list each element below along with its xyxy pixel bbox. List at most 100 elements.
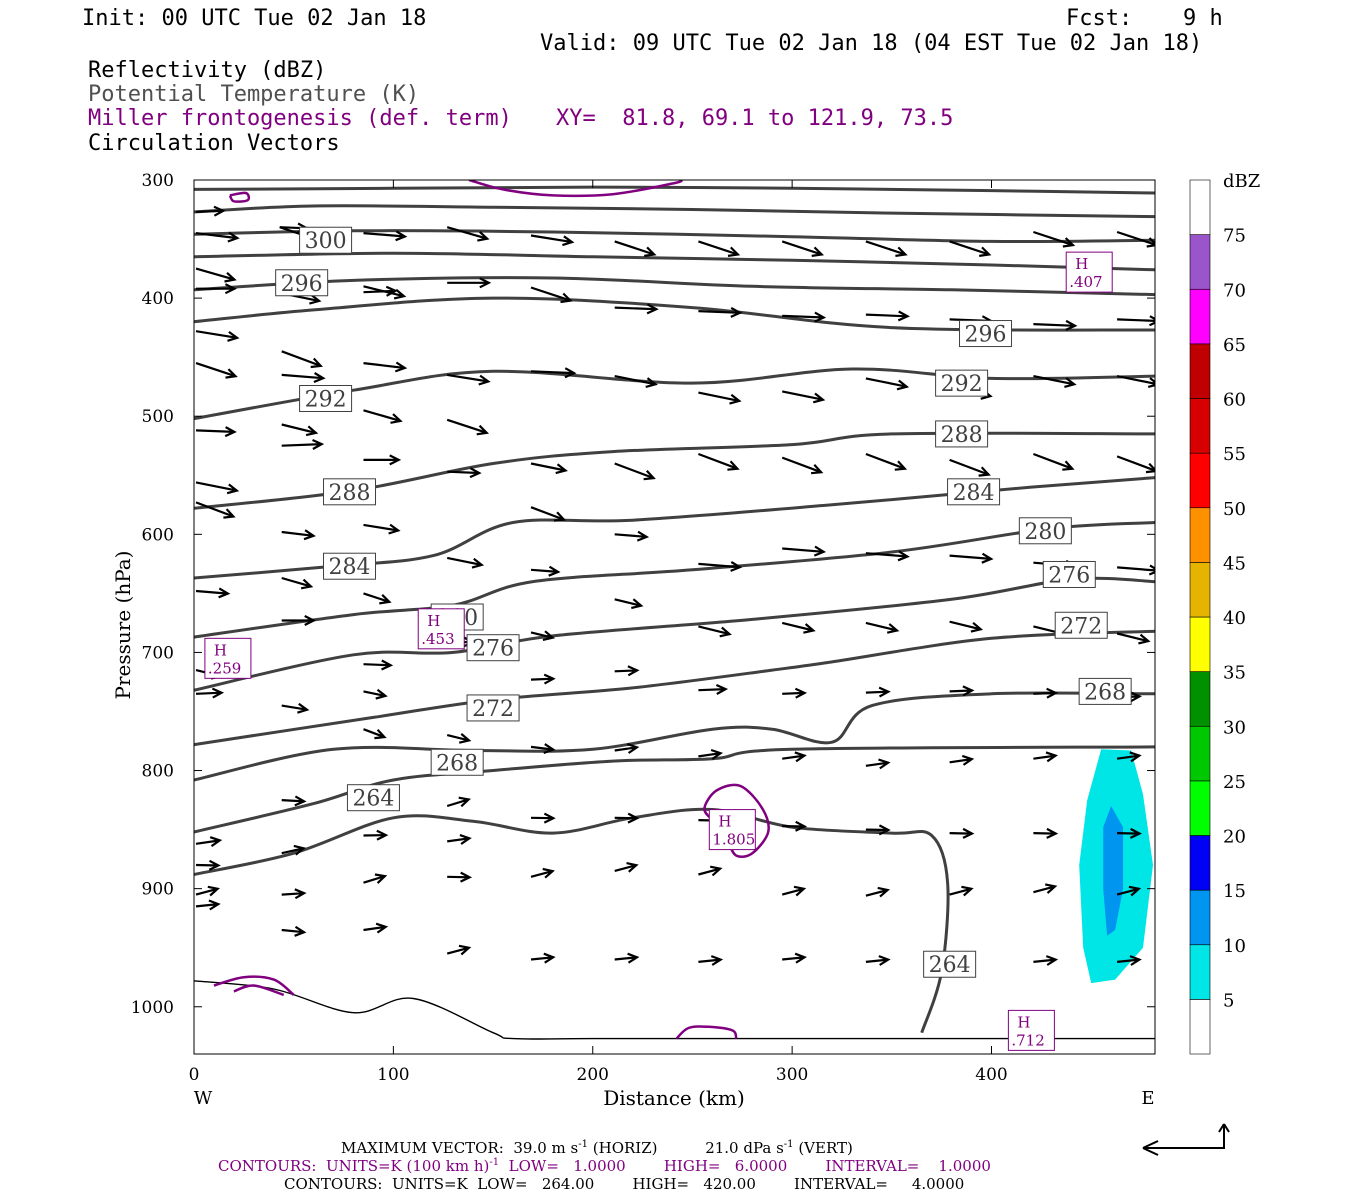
colorbar-swatch (1189, 616, 1211, 672)
circulation-vector (614, 665, 640, 677)
theta-label: 292 (941, 372, 983, 397)
theta-contour-line (194, 576, 1155, 692)
y-tick-label: 600 (142, 525, 174, 545)
valid-time: Valid: 09 UTC Tue 02 Jan 18 (04 EST Tue … (540, 31, 1203, 56)
max-vector-line: MAXIMUM VECTOR: 39.0 m s-1 (HORIZ) 21.0 … (341, 1140, 853, 1156)
circulation-vector (447, 871, 473, 883)
circulation-vector (195, 836, 223, 848)
colorbar-level-label: 45 (1223, 553, 1246, 574)
circulation-vector (949, 620, 984, 633)
colorbar-level-label: 15 (1223, 881, 1246, 902)
circulation-vector (281, 888, 307, 900)
colorbar-unit: dBZ (1223, 171, 1260, 192)
circulation-vector (1033, 230, 1076, 248)
frontogenesis-contour-info: CONTOURS: UNITS=K (100 km h)-1 LOW= 1.00… (218, 1158, 991, 1174)
circulation-vector (363, 454, 402, 466)
theta-contour-line (194, 185, 1155, 195)
y-tick-label: 300 (142, 171, 174, 191)
y-tick-label: 1000 (131, 998, 174, 1018)
frontogenesis-max-value: 1.805 (712, 831, 755, 849)
circulation-vector (281, 529, 316, 541)
colorbar-swatch (1189, 780, 1211, 836)
colorbar-swatch (1189, 343, 1211, 399)
theta-label-box (299, 385, 353, 412)
field-reflectivity: Reflectivity (dBZ) (88, 58, 327, 83)
reference-vector-icon (1142, 1123, 1230, 1156)
frontogenesis-contour-line (228, 191, 251, 203)
circulation-vector (1033, 883, 1058, 894)
colorbar-swatch (1189, 288, 1211, 345)
circulation-vector (281, 350, 323, 369)
theta-label-box (959, 320, 1013, 348)
theta-label-box (466, 634, 520, 662)
colorbar-swatch (1189, 452, 1211, 509)
circulation-vector (698, 683, 729, 695)
circulation-vector (1033, 751, 1059, 763)
frontogenesis-max-box (417, 608, 465, 650)
circulation-vector (530, 952, 556, 964)
theta-label-box (1042, 560, 1096, 588)
circulation-vector (1116, 955, 1142, 966)
circulation-vector (530, 367, 577, 379)
circulation-vector (865, 550, 910, 562)
colorbar-swatch (1189, 234, 1211, 290)
circulation-vector (698, 955, 724, 966)
fronto-range: LOW= 1.0000 HIGH= 6.0000 INTERVAL= 1.000… (499, 1157, 991, 1175)
circulation-vector (363, 523, 401, 535)
circulation-vector (1116, 375, 1155, 388)
y-tick-label: 800 (142, 762, 174, 782)
theta-contour-line (194, 276, 1155, 297)
colorbar-level-label: 10 (1223, 936, 1246, 957)
max-vector-label: MAXIMUM VECTOR: (341, 1139, 504, 1157)
frontogenesis-max-marker: H (214, 641, 227, 659)
circulation-vector (614, 462, 656, 481)
circulation-vector (614, 240, 657, 257)
circulation-vector (363, 361, 408, 373)
theta-label: 284 (329, 555, 371, 580)
colorbar-swatch (1189, 944, 1211, 1000)
circulation-vector (698, 452, 740, 471)
circulation-vector (530, 234, 575, 247)
colorbar-level-label: 20 (1223, 827, 1246, 848)
theta-contour-labels: 3002962962922922882882842842802802762762… (275, 226, 1132, 978)
circulation-vector (614, 303, 659, 315)
colorbar-swatch (1189, 507, 1211, 563)
reflectivity-colorbar: 5 10 15 20 25 30 35 40 45 50 55 60 65 70 75 (1189, 179, 1246, 1055)
circulation-vector (949, 685, 975, 697)
circulation-vector (1116, 632, 1151, 645)
circulation-vector (614, 862, 639, 873)
circulation-vector (781, 621, 816, 634)
circulation-vector (949, 754, 975, 766)
frontogenesis-max-value: .712 (1011, 1031, 1044, 1049)
fronto-units-exponent: -1 (489, 1157, 500, 1168)
circulation-vector (949, 458, 991, 477)
colorbar-level-label: 5 (1223, 990, 1234, 1011)
circulation-vector (363, 285, 398, 297)
theta-contour-line (194, 629, 1155, 747)
max-horiz-value: 39.0 m s (513, 1139, 579, 1157)
theta-label-box (1054, 611, 1108, 639)
circulation-vector (363, 829, 389, 841)
frontogenesis-contour-line (213, 975, 295, 996)
theta-contour-line (194, 367, 1155, 421)
theta-label: 272 (1060, 614, 1102, 639)
circulation-vector (865, 452, 908, 471)
circulation-vector (949, 552, 994, 564)
circulation-vector (782, 311, 827, 323)
frontogenesis-max-value: .453 (421, 630, 454, 648)
colorbar-level-label: 30 (1223, 717, 1246, 738)
field-potential-temperature: Potential Temperature (K) (88, 82, 420, 107)
frontogenesis-max-value: .407 (1069, 273, 1102, 291)
y-tick-label: 900 (142, 880, 174, 900)
east-label: E (1141, 1088, 1154, 1109)
circulation-vector (530, 565, 561, 577)
theta-label: 288 (941, 423, 983, 448)
colorbar-swatch (1189, 835, 1211, 891)
colorbar-level-label: 65 (1223, 335, 1246, 356)
x-tick-label: 100 (377, 1065, 409, 1085)
colorbar-swatch (1189, 179, 1211, 235)
frontogenesis-max-box (204, 637, 252, 679)
circulation-vector (530, 462, 568, 475)
circulation-vector (530, 630, 556, 641)
circulation-vector (281, 423, 319, 437)
